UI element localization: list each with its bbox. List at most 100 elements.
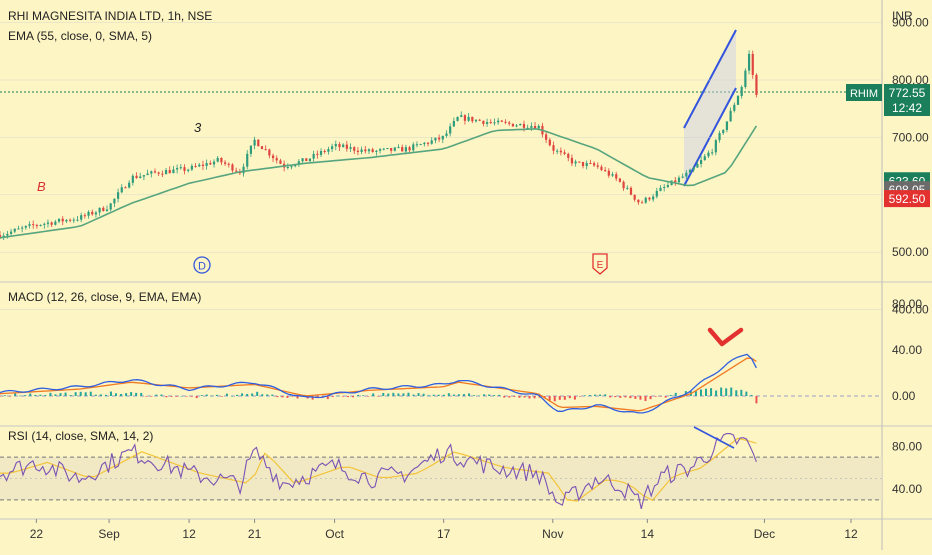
- dividend-label: D: [198, 261, 206, 273]
- candle-body: [50, 222, 53, 225]
- macd-histogram-bar: [503, 396, 506, 398]
- rsi-line: [0, 433, 757, 510]
- macd-histogram-bar: [452, 394, 455, 396]
- candle-body: [522, 123, 526, 128]
- macd-histogram-bar: [94, 394, 97, 396]
- macd-histogram-bar: [467, 393, 470, 396]
- candle-body: [242, 166, 245, 174]
- macd-histogram-bar: [589, 395, 592, 396]
- candle-body: [131, 175, 134, 183]
- ema-label: EMA (55, close, 0, SMA, 5): [8, 29, 152, 43]
- candle-body: [61, 218, 64, 222]
- candle-body: [360, 149, 363, 152]
- macd-histogram-bar: [29, 393, 32, 396]
- time-tick-label: Sep: [98, 527, 120, 541]
- candle-body: [72, 219, 75, 221]
- candle-body: [187, 169, 190, 171]
- candle-body: [699, 160, 703, 164]
- candle-body: [323, 150, 326, 152]
- candle-body: [415, 144, 419, 146]
- macd-histogram-bar: [417, 393, 420, 396]
- candle-body: [640, 202, 644, 204]
- macd-histogram-bar: [9, 396, 12, 397]
- earnings-marker[interactable]: E: [592, 253, 608, 275]
- macd-histogram-bar: [583, 395, 586, 396]
- candle-body: [456, 116, 459, 121]
- macd-histogram-bar: [649, 396, 652, 400]
- candle-body: [404, 147, 407, 152]
- countdown-value: 12:42: [892, 101, 922, 115]
- macd-histogram-bar: [745, 391, 748, 396]
- macd-histogram-bar: [412, 394, 415, 396]
- candle-body: [249, 145, 253, 154]
- candle-body: [482, 120, 485, 124]
- symbol-badge: RHIM: [846, 84, 882, 101]
- candle-body: [253, 139, 256, 146]
- last-price-badge: 772.55 12:42: [884, 84, 930, 116]
- macd-histogram-bar: [659, 396, 662, 397]
- macd-histogram-bar: [14, 393, 17, 396]
- macd-histogram-bar: [382, 392, 385, 396]
- candle-body: [57, 218, 61, 222]
- candle-body: [548, 139, 551, 146]
- candle-body: [83, 215, 86, 217]
- candle-body: [6, 233, 9, 236]
- macd-histogram-bar: [735, 390, 738, 396]
- candle-body: [530, 126, 533, 128]
- candle-body: [382, 148, 385, 150]
- candle-body: [497, 120, 500, 123]
- candle-body: [223, 162, 227, 164]
- macd-histogram-bar: [553, 396, 556, 402]
- candle-body: [471, 116, 474, 122]
- candle-body: [349, 147, 352, 149]
- dividend-marker[interactable]: D: [193, 256, 211, 274]
- candle-body: [135, 175, 138, 178]
- macd-histogram-bar: [457, 394, 460, 396]
- macd-histogram-bar: [336, 395, 339, 397]
- candle-body: [375, 150, 378, 152]
- rsi-ma-line: [0, 437, 757, 502]
- candle-body: [393, 147, 396, 151]
- candle-body: [312, 153, 315, 159]
- candle-body: [13, 228, 16, 232]
- candle-body: [168, 170, 171, 174]
- candle-body: [32, 224, 35, 226]
- candle-body: [294, 164, 297, 167]
- candle-body: [356, 150, 360, 152]
- candle-body: [367, 149, 371, 152]
- macd-histogram-bar: [230, 395, 233, 397]
- candle-body: [271, 155, 275, 159]
- channel-upper-line[interactable]: [683, 29, 737, 129]
- candle-body: [264, 149, 267, 151]
- candle-body: [585, 163, 588, 167]
- macd-histogram-bar: [573, 396, 576, 400]
- candle-body: [674, 180, 677, 183]
- macd-histogram-bar: [19, 395, 22, 397]
- candle-body: [91, 211, 94, 215]
- macd-histogram-bar: [513, 396, 516, 397]
- macd-histogram-bar: [200, 395, 203, 396]
- candle-body: [378, 149, 382, 151]
- candle-body: [751, 53, 754, 75]
- macd-histogram-bar: [755, 396, 758, 404]
- candle-body: [246, 153, 249, 167]
- candle-body: [626, 187, 629, 189]
- macd-histogram-bar: [180, 395, 183, 397]
- candle-body: [209, 163, 212, 165]
- macd-histogram-bar: [79, 391, 82, 396]
- candle-body: [696, 163, 699, 168]
- candle-body: [172, 169, 175, 174]
- candle-body: [508, 122, 511, 124]
- macd-histogram-bar: [286, 396, 289, 398]
- candle-body: [305, 158, 308, 162]
- macd-tick-label: 40.00: [892, 343, 922, 357]
- candle-body: [733, 104, 736, 111]
- candle-body: [707, 152, 710, 157]
- candle-body: [449, 126, 452, 134]
- candle-body: [0, 234, 2, 238]
- macd-histogram-bar: [205, 394, 208, 396]
- candle-body: [633, 194, 636, 200]
- macd-histogram-bar: [473, 395, 476, 396]
- candle-body: [43, 223, 46, 225]
